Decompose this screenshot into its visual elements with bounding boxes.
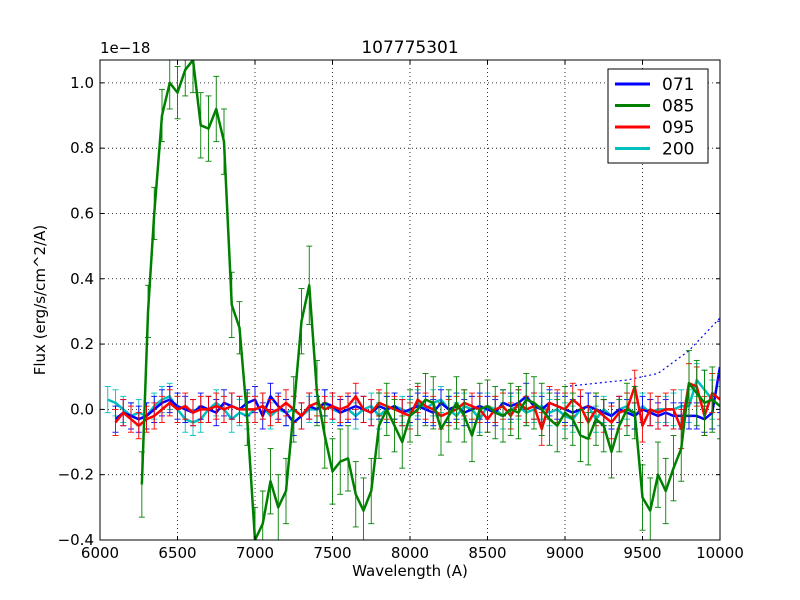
series-085 bbox=[138, 60, 720, 540]
x-tick-label: 9000 bbox=[546, 544, 584, 562]
y-tick-label: 0.0 bbox=[70, 400, 94, 418]
legend-label-071: 071 bbox=[662, 75, 694, 95]
x-tick-label: 8500 bbox=[468, 544, 506, 562]
y-tick-label: 1.0 bbox=[70, 74, 94, 92]
x-tick-label: 8000 bbox=[391, 544, 429, 562]
x-tick-label: 10000 bbox=[696, 544, 744, 562]
chart-title: 107775301 bbox=[361, 38, 458, 58]
x-axis-ticks: 6000 6500 7000 7500 8000 8500 9000 9500 10000 bbox=[81, 60, 744, 562]
y-tick-label: −0.2 bbox=[58, 466, 94, 484]
y-axis-scale-label: 1e−18 bbox=[100, 39, 150, 57]
x-axis-label: Wavelength (A) bbox=[352, 562, 468, 580]
legend-label-085: 085 bbox=[662, 97, 694, 117]
x-tick-label: 7000 bbox=[236, 544, 274, 562]
x-tick-label: 9500 bbox=[623, 544, 661, 562]
data-marks bbox=[104, 60, 720, 540]
y-tick-label: 0.8 bbox=[70, 139, 94, 157]
y-tick-label: 0.4 bbox=[70, 270, 94, 288]
y-axis-label: Flux (erg/s/cm^2/A) bbox=[31, 225, 49, 376]
y-tick-label: −0.4 bbox=[58, 531, 94, 549]
x-tick-label: 7500 bbox=[313, 544, 351, 562]
legend-label-095: 095 bbox=[662, 118, 694, 138]
reference-line-dotted-continuum bbox=[564, 317, 720, 388]
x-tick-label: 6000 bbox=[81, 544, 119, 562]
legend-label-200: 200 bbox=[662, 140, 694, 160]
y-axis-ticks: −0.4 −0.2 0.0 0.2 0.4 0.6 0.8 1.0 bbox=[58, 74, 720, 549]
series-line-085 bbox=[140, 60, 720, 540]
x-tick-label: 6500 bbox=[158, 544, 196, 562]
y-tick-label: 0.6 bbox=[70, 204, 94, 222]
y-tick-label: 0.2 bbox=[70, 335, 94, 353]
